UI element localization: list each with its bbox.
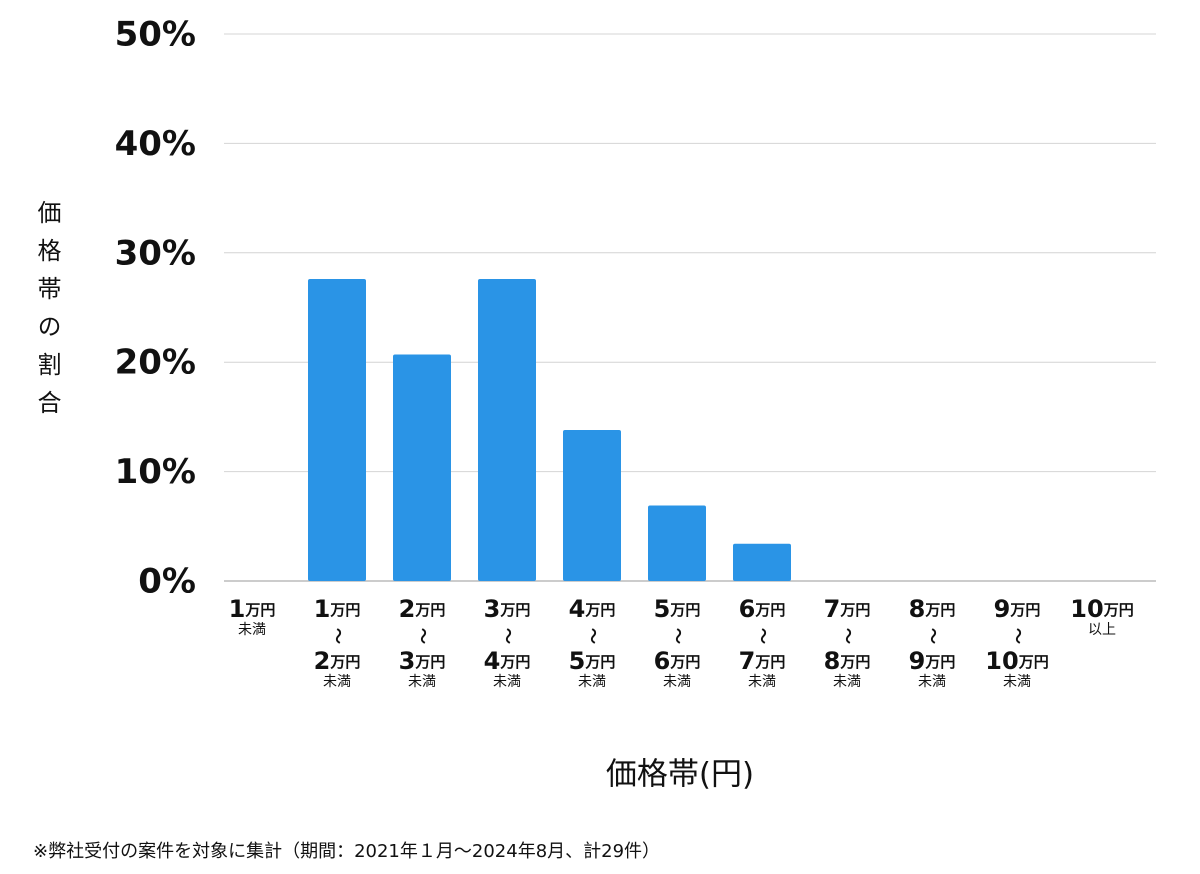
x-tick-label: 2万円 — [399, 595, 446, 623]
x-tick-label: 〜 — [1009, 628, 1028, 644]
x-tick-label: 6万円 — [654, 647, 701, 675]
bar — [733, 543, 791, 581]
y-tick-label: 40% — [115, 124, 196, 164]
x-tick-label: 2万円 — [314, 647, 361, 675]
bar — [308, 279, 366, 581]
x-tick-label: 9万円 — [909, 647, 956, 675]
x-tick-label: 未満 — [408, 674, 436, 690]
x-tick-label: 10万円 — [1070, 595, 1133, 623]
x-tick-label: 1万円 — [314, 595, 361, 623]
x-tick-label: 未満 — [918, 674, 946, 690]
x-tick-label: 〜 — [754, 628, 773, 644]
x-tick-label: 10万円 — [985, 647, 1048, 675]
x-tick-label: 〜 — [499, 628, 518, 644]
x-tick-label: 3万円 — [399, 647, 446, 675]
x-tick-label: 〜 — [414, 628, 433, 644]
bar — [648, 505, 706, 581]
x-tick-label: 5万円 — [569, 647, 616, 675]
y-axis-title: 価格帯の割合 — [33, 200, 61, 428]
x-tick-label: 〜 — [584, 628, 603, 644]
footnote: ※弊社受付の案件を対象に集計（期間：2021年１月～2024年8月、計29件） — [33, 841, 660, 862]
y-tick-label: 30% — [115, 233, 196, 273]
x-tick-label: 〜 — [329, 628, 348, 644]
x-axis-title: 価格帯(円) — [606, 757, 754, 793]
x-tick-label: 未満 — [663, 674, 691, 690]
bar — [478, 279, 536, 581]
x-tick-label: 4万円 — [484, 647, 531, 675]
x-tick-label: 1万円 — [229, 595, 276, 623]
x-tick-label: 7万円 — [824, 595, 871, 623]
x-tick-label: 〜 — [669, 628, 688, 644]
x-tick-label: 未満 — [323, 674, 351, 690]
y-tick-label: 20% — [115, 343, 196, 383]
x-tick-label: 〜 — [839, 628, 858, 644]
x-tick-label: 未満 — [578, 674, 606, 690]
x-tick-label: 未満 — [1003, 674, 1031, 690]
x-tick-label: 5万円 — [654, 595, 701, 623]
x-tick-label: 3万円 — [484, 595, 531, 623]
x-tick-label: 8万円 — [824, 647, 871, 675]
y-tick-label: 10% — [115, 452, 196, 492]
x-tick-label: 9万円 — [994, 595, 1041, 623]
y-tick-label: 50% — [115, 15, 196, 55]
y-tick-label: 0% — [138, 562, 196, 602]
x-tick-label: 〜 — [924, 628, 943, 644]
bar — [563, 430, 621, 581]
x-tick-label: 未満 — [238, 622, 266, 638]
bar — [393, 354, 451, 581]
x-tick-label: 未満 — [833, 674, 861, 690]
x-tick-label: 8万円 — [909, 595, 956, 623]
x-tick-label: 4万円 — [569, 595, 616, 623]
x-tick-label: 6万円 — [739, 595, 786, 623]
x-tick-label: 以上 — [1088, 622, 1116, 638]
x-tick-label: 7万円 — [739, 647, 786, 675]
x-tick-label: 未満 — [493, 674, 521, 690]
x-tick-label: 未満 — [748, 674, 776, 690]
